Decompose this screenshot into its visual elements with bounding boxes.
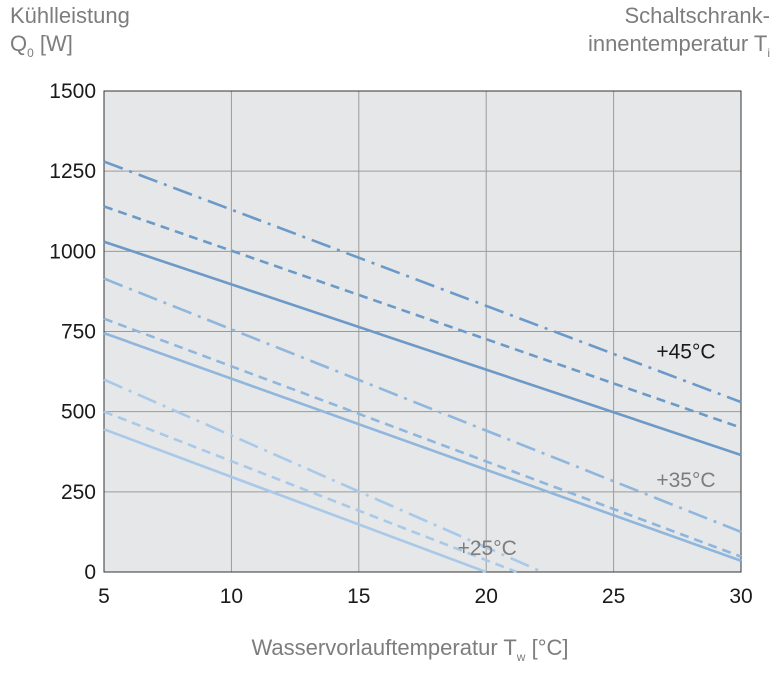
series-line-3 xyxy=(103,240,742,457)
series-group-label-2: +35°C xyxy=(656,469,715,492)
x-axis-title: Wasservorlauftemperatur Tw [°C] xyxy=(251,635,569,664)
y-axis-title-line2: Q0 [W] xyxy=(10,31,73,60)
legend-title-line1: Schaltschrank- xyxy=(624,3,770,28)
y-axis-title-line1: Kühlleistung xyxy=(10,3,130,28)
y-tick-label: 1500 xyxy=(49,80,96,103)
series-line-5 xyxy=(103,317,742,558)
x-tick-label: 15 xyxy=(347,585,370,608)
x-tick-label: 20 xyxy=(475,585,498,608)
x-tick-label: 30 xyxy=(729,585,752,608)
y-tick-label: 0 xyxy=(84,561,96,584)
series-line-1 xyxy=(103,160,742,404)
x-tick-label: 10 xyxy=(220,585,243,608)
legend-title-line2: innentemperatur Ti xyxy=(587,31,770,60)
legend-title: Schaltschrank- innentemperatur Ti xyxy=(588,2,770,61)
x-tick-label: 25 xyxy=(602,585,625,608)
series-group-label-3: +25°C xyxy=(458,537,517,560)
y-tick-label: 500 xyxy=(61,401,96,424)
series-line-7 xyxy=(103,378,543,574)
y-tick-label: 250 xyxy=(61,481,96,504)
plot-frame xyxy=(103,90,742,573)
series-line-9 xyxy=(103,428,487,574)
y-tick-label: 1000 xyxy=(49,240,96,263)
y-tick-label: 1250 xyxy=(49,160,96,183)
x-tick-label: 5 xyxy=(98,585,110,608)
y-tick-label: 750 xyxy=(61,321,96,344)
series-line-4 xyxy=(103,277,742,534)
series-line-6 xyxy=(103,331,742,563)
series-group-label-1: +45°C xyxy=(656,341,715,364)
y-axis-title: Kühlleistung Q0 [W] xyxy=(10,2,130,61)
series-line-2 xyxy=(103,205,742,429)
